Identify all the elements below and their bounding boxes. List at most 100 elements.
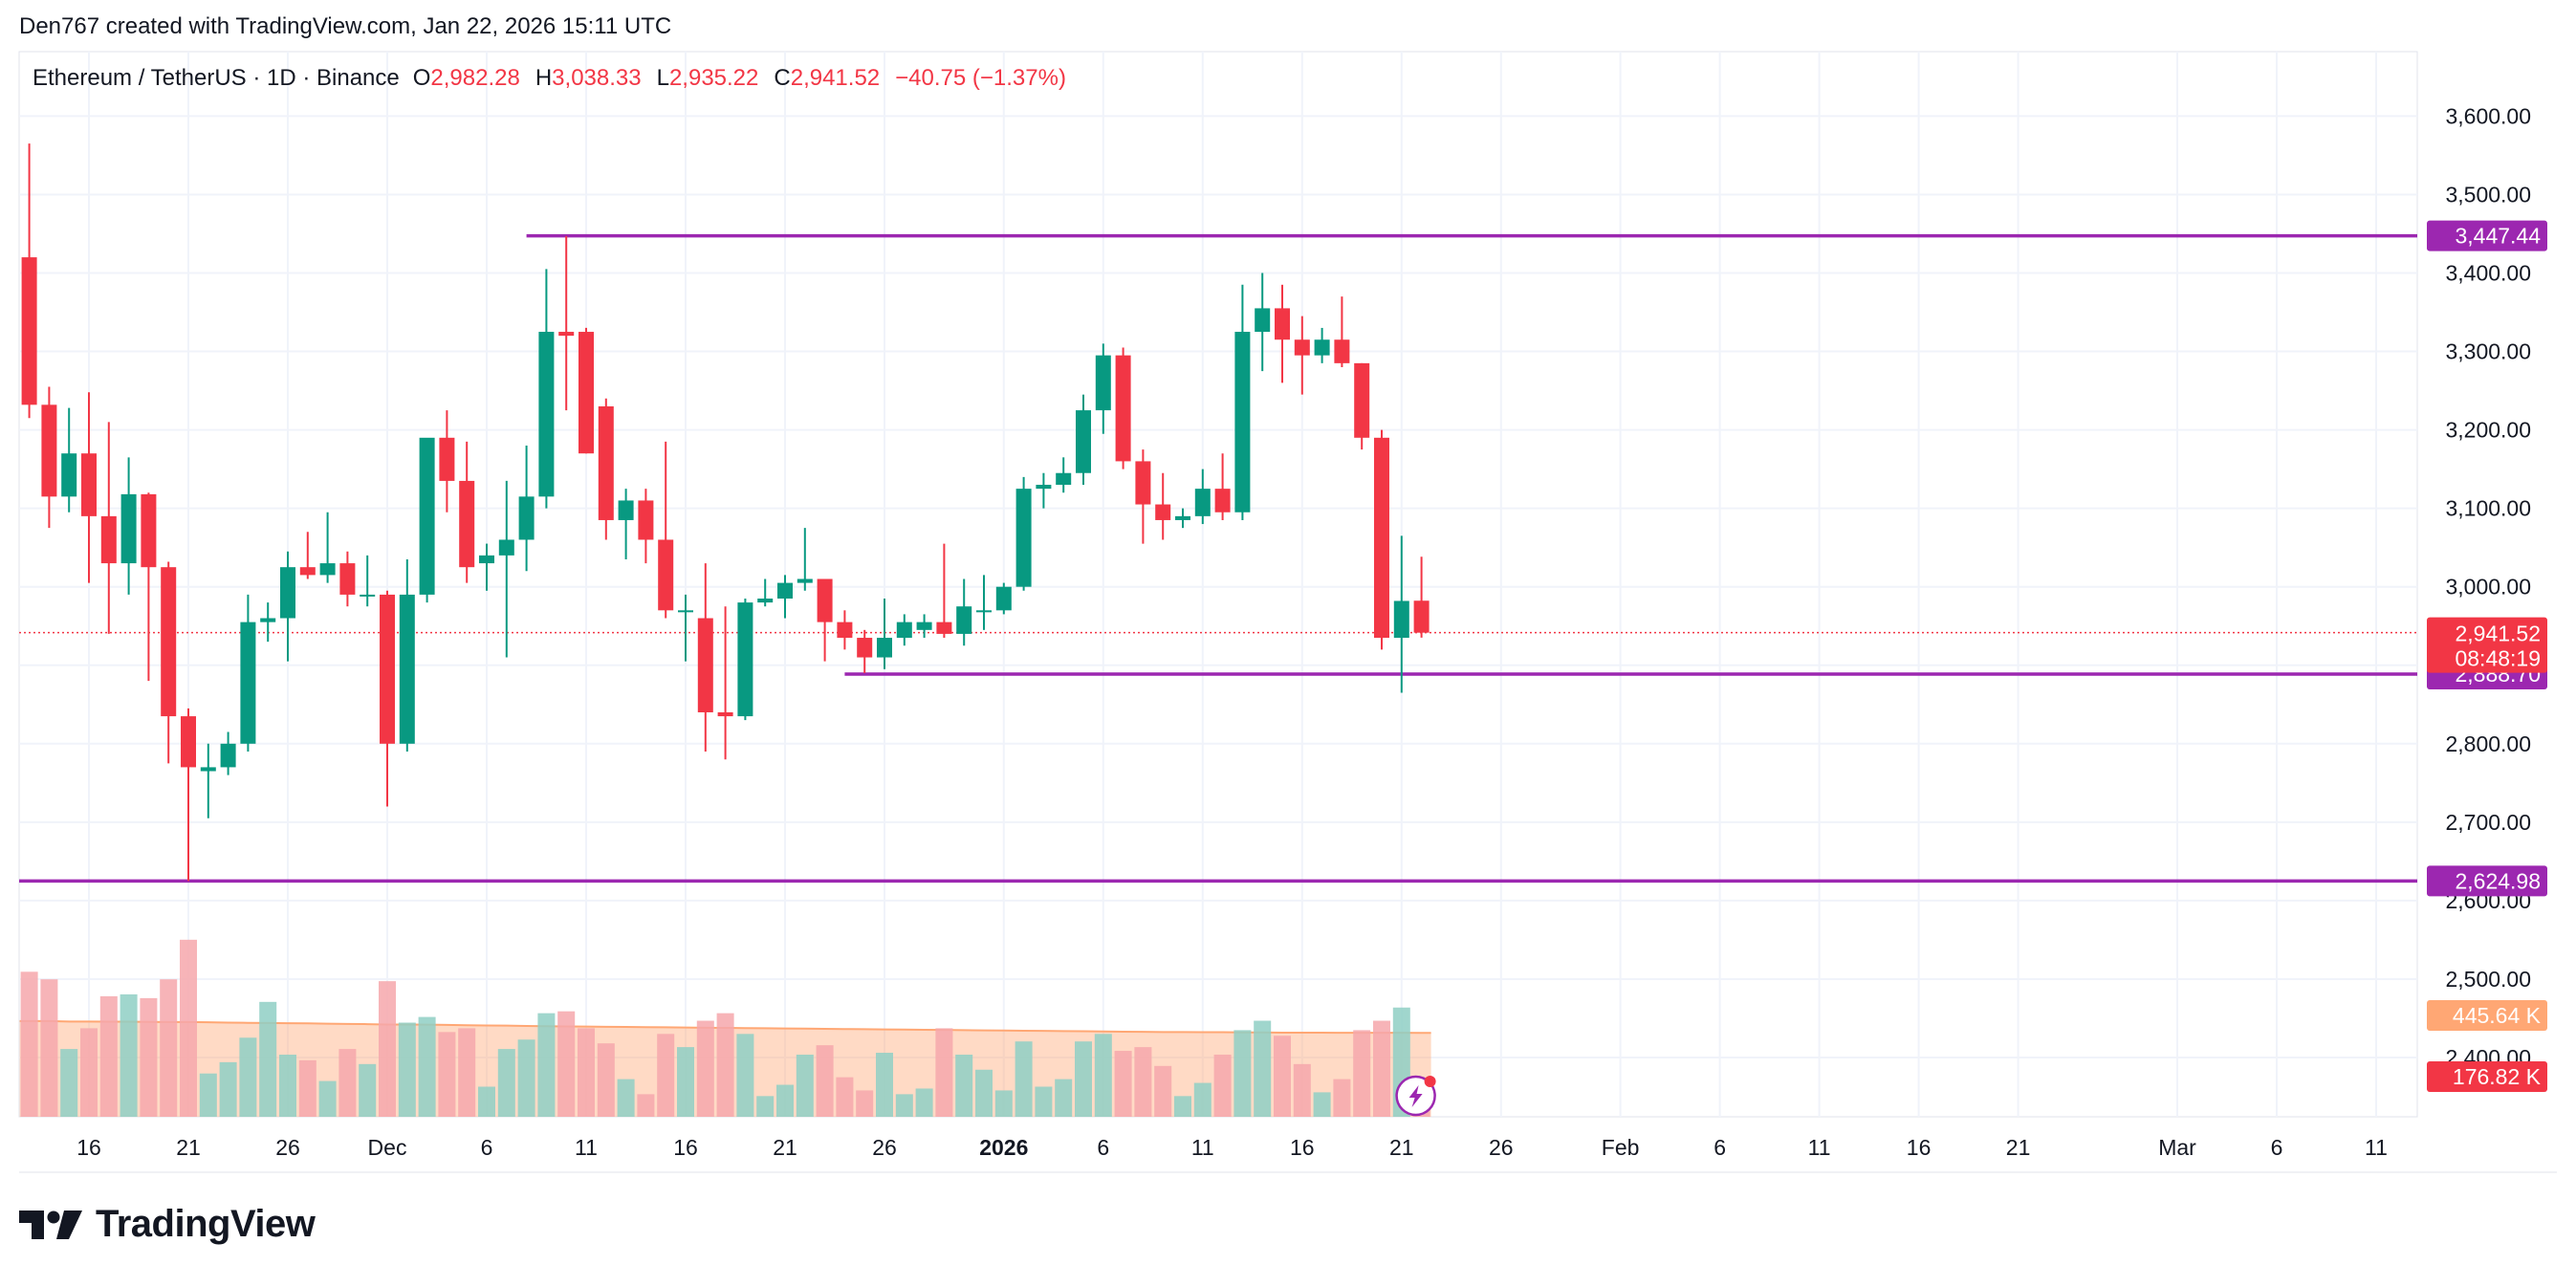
candle-body [81, 453, 97, 516]
candle-body [21, 257, 37, 405]
candle-body [459, 480, 475, 568]
candle-body [439, 437, 455, 481]
candle-body [658, 539, 674, 611]
time-tick-label: 26 [872, 1135, 897, 1160]
time-tick-label: Mar [2158, 1135, 2196, 1160]
volume-bar [1154, 1065, 1172, 1117]
candle [419, 437, 435, 603]
candle-body [220, 743, 236, 768]
lightning-icon[interactable] [1395, 1075, 1436, 1117]
level-badge-text: 3,447.44 [2455, 224, 2541, 249]
candle [61, 407, 77, 513]
candle [797, 528, 813, 591]
volume-bar [736, 1034, 754, 1117]
candle [717, 606, 733, 760]
candle [220, 731, 236, 775]
candle [41, 386, 57, 529]
time-tick-label: 6 [1714, 1135, 1726, 1160]
candle [1294, 316, 1310, 395]
candle [1255, 273, 1271, 372]
time-axis: 16 21 26 Dec 6 11 16 21 26 2026 6 11 16 21 26 Feb 6 11 16 2… [76, 1135, 2388, 1160]
candle [1275, 284, 1290, 383]
candle-body [976, 610, 992, 613]
volume-bar [239, 1037, 257, 1117]
candle [1413, 556, 1430, 638]
price-tick-label: 3,600.00 [2445, 103, 2531, 128]
level-badge-text: 2,624.98 [2455, 868, 2541, 893]
time-tick-label: 11 [1808, 1135, 1831, 1160]
volume-bar [557, 1011, 576, 1117]
volume-bar [537, 1013, 556, 1117]
candle [638, 489, 654, 564]
price-tick-label: 3,400.00 [2445, 261, 2531, 286]
candle-body [100, 515, 117, 564]
candle [120, 457, 137, 595]
volume-bar [99, 995, 118, 1117]
volume-last-badge-bg [2427, 1061, 2547, 1092]
candle [936, 543, 952, 639]
candle-body [757, 599, 774, 603]
candle [360, 555, 376, 607]
candle [518, 446, 535, 572]
candle [380, 590, 395, 807]
candle-body [380, 594, 395, 744]
last-price-badge-text: 2,941.52 [2455, 622, 2541, 646]
price-tick-label: 3,500.00 [2445, 182, 2531, 207]
volume-ma-badge-bg [2427, 1000, 2547, 1031]
candle-body [777, 582, 793, 600]
volume-bar [994, 1090, 1013, 1117]
candle-body [1393, 600, 1409, 639]
volume-bar [359, 1063, 377, 1117]
candle [877, 599, 892, 669]
candle-body [1175, 515, 1190, 520]
candle [1095, 343, 1111, 434]
volume-bar [458, 1028, 476, 1117]
legend-low-value: 2,935.22 [668, 65, 759, 91]
candle-body [518, 496, 535, 540]
last-price-badge-text: 08:48:19 [2455, 646, 2541, 671]
candle [498, 480, 514, 658]
lightning-icon-dot [1424, 1076, 1436, 1087]
volume-pane [19, 939, 1431, 1117]
candle-body [678, 610, 693, 613]
candle [817, 578, 833, 662]
time-tick-label: 21 [773, 1135, 797, 1160]
candle-body [797, 578, 813, 583]
volume-ma-badge-text: 445.64 K [2453, 1003, 2542, 1028]
candle [678, 594, 693, 662]
price-tick-label: 2,700.00 [2445, 810, 2531, 835]
volume-bar [836, 1077, 854, 1117]
volume-bar [696, 1020, 714, 1117]
volume-bar [497, 1049, 515, 1117]
volume-bar [756, 1096, 775, 1117]
volume-bar [935, 1028, 953, 1117]
candle [737, 599, 753, 721]
volume-bar [1313, 1092, 1331, 1117]
candle-body [817, 578, 833, 622]
candle [1175, 508, 1190, 529]
candle [280, 551, 295, 662]
volume-bar [876, 1053, 893, 1117]
volume-bar [1055, 1079, 1073, 1117]
time-tick-label: 16 [673, 1135, 698, 1160]
candle [319, 512, 336, 583]
price-tick-label: 3,200.00 [2445, 418, 2531, 443]
tradingview-brand[interactable]: TradingView [19, 1203, 316, 1246]
volume-bar [1075, 1041, 1092, 1117]
volume-bar [657, 1034, 675, 1117]
volume-bar [1373, 1020, 1390, 1117]
time-tick-label: 2026 [979, 1135, 1028, 1160]
candle [240, 594, 256, 753]
volume-bar [915, 1088, 933, 1117]
candle-body [1354, 362, 1370, 438]
symbol-legend[interactable]: Ethereum / TetherUS · 1D · Binance O 2,9… [33, 65, 1081, 92]
candle [976, 575, 992, 630]
time-tick-label: 11 [2365, 1135, 2388, 1160]
candle [1115, 347, 1131, 469]
volume-bar [438, 1032, 456, 1117]
candle-body [280, 567, 295, 619]
volume-bar [776, 1084, 794, 1117]
candle [916, 614, 932, 639]
lightning-icon-bolt [1408, 1085, 1423, 1107]
